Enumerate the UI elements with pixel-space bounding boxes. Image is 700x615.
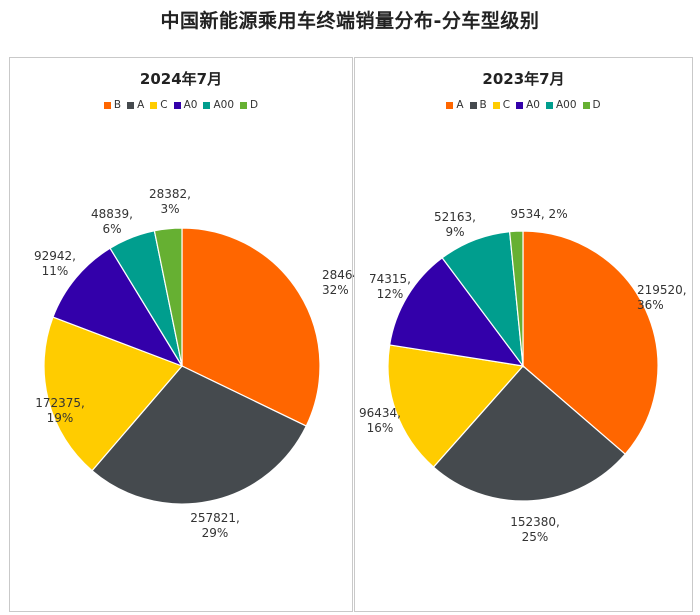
data-label-a: 257821, 29% — [190, 511, 240, 540]
data-label-c: 172375, 19% — [35, 396, 85, 425]
legend-item-a0: A0 — [173, 99, 198, 111]
legend-swatch — [469, 101, 477, 109]
legend-label: A00 — [555, 99, 577, 111]
pie-panel-2023: 2023年7月 A B C A0 A00 D 219520, 36% 152380, 25% 96… — [354, 57, 693, 612]
legend-label: A0 — [526, 99, 540, 111]
legend-2024: B A C A0 A00 D — [10, 99, 352, 111]
legend-item-a00: A00 — [203, 99, 234, 111]
pie-chart-2023: 219520, 36% 152380, 25% 96434, 16% 74315, 12% 52… — [359, 207, 687, 544]
pie-slice-a — [522, 230, 659, 455]
pie-slice-d — [153, 227, 183, 367]
legend-swatch — [545, 101, 553, 109]
legend-swatch — [127, 101, 135, 109]
legend-swatch — [240, 101, 248, 109]
data-label-b: 152380, 25% — [510, 515, 560, 544]
legend-label: A0 — [183, 99, 198, 111]
pie-slice-b — [432, 365, 627, 502]
legend-swatch — [516, 101, 524, 109]
legend-item-d: D — [582, 99, 601, 111]
legend-item-d: D — [240, 99, 258, 111]
pie-slice-c — [43, 316, 184, 472]
data-label-a0: 74315, 12% — [369, 272, 411, 301]
legend-swatch — [103, 101, 111, 109]
legend-swatch — [492, 101, 500, 109]
data-label-a0: 92942, 11% — [34, 249, 76, 278]
legend-item-a: A — [127, 99, 144, 111]
legend-swatch — [203, 101, 211, 109]
data-label-d: 28382, 3% — [149, 187, 191, 216]
pie-slice-a — [91, 365, 308, 505]
data-label-a00: 52163, 9% — [434, 210, 476, 239]
legend-item-c: C — [492, 99, 511, 111]
legend-label: C — [502, 99, 511, 111]
legend-swatch — [446, 101, 454, 109]
panel-title-2024: 2024年7月 — [139, 70, 223, 88]
legend-swatch — [582, 101, 590, 109]
data-label-c: 96434, 16% — [359, 406, 401, 435]
pie-slice-a0 — [388, 256, 525, 367]
legend-item-b: B — [103, 99, 122, 111]
legend-2023: A B C A0 A00 D — [355, 99, 692, 111]
legend-label: C — [160, 99, 168, 111]
pie-panel-2024: 2024年7月 B A C A0 A00 D 284644, 32% 257821, 29% 17… — [9, 57, 372, 612]
legend-item-a0: A0 — [516, 99, 540, 111]
legend-item-a: A — [446, 99, 464, 111]
legend-label: A — [137, 99, 145, 111]
data-label-a00: 48839, 6% — [91, 207, 133, 236]
legend-label: A00 — [213, 99, 235, 111]
legend-swatch — [173, 101, 181, 109]
panel-title-2023: 2023年7月 — [482, 70, 565, 88]
data-label-a: 219520, 36% — [637, 283, 687, 312]
data-label-d: 9534, 2% — [510, 207, 567, 221]
legend-item-c: C — [150, 99, 168, 111]
legend-label: A — [456, 99, 464, 111]
pie-slice-a0 — [52, 247, 184, 368]
legend-label: D — [250, 99, 259, 111]
pie-slice-c — [387, 344, 525, 468]
legend-item-a00: A00 — [545, 99, 577, 111]
legend-label: B — [113, 99, 122, 111]
pie-slice-b — [181, 227, 321, 427]
legend-label: D — [592, 99, 601, 111]
legend-label: B — [479, 99, 487, 111]
pie-slice-d — [508, 230, 524, 367]
pie-chart-2024: 284644, 32%257821, 29%172375, 19%92942, 11%4… — [34, 187, 372, 540]
chart-main-title: 中国新能源乘用车终端销量分布-分车型级别 — [160, 10, 540, 32]
legend-item-b: B — [469, 99, 487, 111]
legend-swatch — [150, 101, 158, 109]
